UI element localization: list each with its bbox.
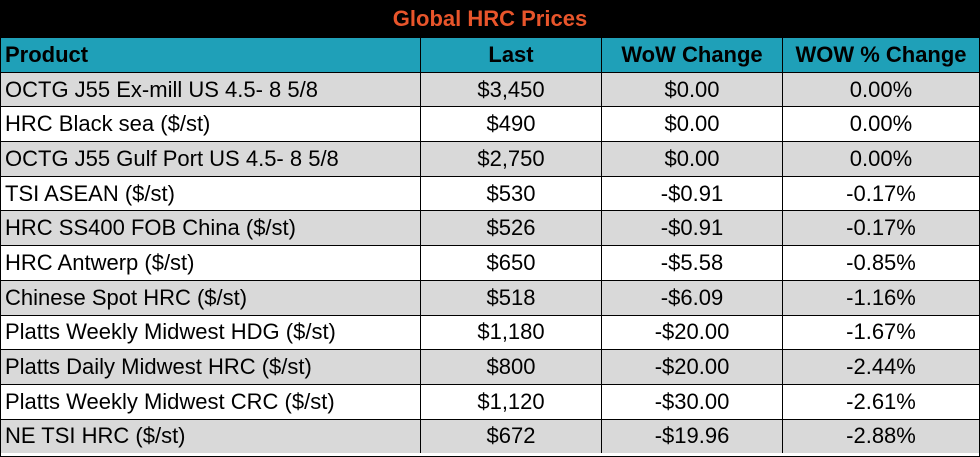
product-cell: Platts Weekly Midwest CRC ($/st) <box>1 384 421 419</box>
header-wow-pct-change: WOW % Change <box>795 41 967 67</box>
header-last: Last <box>421 38 602 72</box>
wow-change-cell: -$20.00 <box>602 315 783 350</box>
table-row: HRC SS400 FOB China ($/st) $526 -$0.91 -… <box>1 210 979 246</box>
table-row: HRC Antwerp ($/st) $650 -$5.58 -0.85% <box>1 245 979 280</box>
product-cell: TSI ASEAN ($/st) <box>1 176 421 211</box>
header-product: Product <box>1 38 421 72</box>
table-title: Global HRC Prices <box>1 1 979 37</box>
wow-change-cell: $0.00 <box>602 107 783 142</box>
wow-change-cell: -$0.91 <box>602 211 783 246</box>
product-cell: HRC SS400 FOB China ($/st) <box>1 211 421 246</box>
table-row: OCTG J55 Gulf Port US 4.5- 8 5/8 $2,750 … <box>1 141 979 176</box>
wow-pct-cell: -0.17% <box>846 215 916 241</box>
product-cell: OCTG J55 Gulf Port US 4.5- 8 5/8 <box>1 142 421 176</box>
product-cell: NE TSI HRC ($/st) <box>1 419 421 454</box>
wow-pct-cell: 0.00% <box>849 76 913 102</box>
table-row: OCTG J55 Ex-mill US 4.5- 8 5/8 $3,450 $0… <box>1 71 979 107</box>
wow-change-cell: -$0.91 <box>602 176 783 211</box>
product-cell: Platts Weekly Midwest HDG ($/st) <box>1 315 421 350</box>
product-cell: Platts Daily Midwest HRC ($/st) <box>1 350 421 384</box>
last-cell: $518 <box>421 280 602 315</box>
wow-pct-cell: -2.88% <box>846 423 916 449</box>
table-row: TSI ASEAN ($/st) $530 -$0.91 -0.17% <box>1 175 979 211</box>
product-cell: HRC Antwerp ($/st) <box>1 246 421 280</box>
last-cell: $672 <box>421 419 602 454</box>
table-row: HRC Black sea ($/st) $490 $0.00 0.00% <box>1 106 979 142</box>
wow-change-cell: $0.00 <box>602 72 783 107</box>
last-cell: $2,750 <box>421 142 602 176</box>
wow-change-cell: -$30.00 <box>602 384 783 419</box>
last-cell: $1,120 <box>421 384 602 419</box>
wow-change-cell: -$5.58 <box>602 246 783 280</box>
table-row: Chinese Spot HRC ($/st) $518 -$6.09 -1.1… <box>1 279 979 315</box>
last-cell: $800 <box>421 350 602 384</box>
table-row: Platts Weekly Midwest CRC ($/st) $1,120 … <box>1 383 979 419</box>
wow-pct-cell: -2.44% <box>846 354 916 380</box>
table-header-row: Product Last WoW Change WOW % Change <box>1 37 979 72</box>
wow-pct-cell: -1.67% <box>846 319 916 345</box>
last-cell: $490 <box>421 107 602 142</box>
wow-pct-cell: 0.00% <box>849 111 913 137</box>
header-wow-change: WoW Change <box>602 38 783 72</box>
wow-pct-cell: -0.85% <box>846 249 916 275</box>
wow-pct-cell: -1.16% <box>846 284 916 310</box>
table-row: NE TSI HRC ($/st) $672 -$19.96 -2.88% <box>1 418 979 454</box>
last-cell: $530 <box>421 176 602 211</box>
last-cell: $650 <box>421 246 602 280</box>
wow-change-cell: $0.00 <box>602 142 783 176</box>
last-cell: $526 <box>421 211 602 246</box>
table-row: Platts Weekly Midwest HDG ($/st) $1,180 … <box>1 314 979 350</box>
wow-pct-cell: -0.17% <box>846 180 916 206</box>
last-cell: $3,450 <box>421 72 602 107</box>
wow-pct-cell: 0.00% <box>849 145 913 171</box>
product-cell: Chinese Spot HRC ($/st) <box>1 280 421 315</box>
product-cell: HRC Black sea ($/st) <box>1 107 421 142</box>
product-cell: OCTG J55 Ex-mill US 4.5- 8 5/8 <box>1 72 421 107</box>
wow-pct-cell: -2.61% <box>846 388 916 414</box>
wow-change-cell: -$20.00 <box>602 350 783 384</box>
last-cell: $1,180 <box>421 315 602 350</box>
wow-change-cell: -$6.09 <box>602 280 783 315</box>
table-row: Platts Daily Midwest HRC ($/st) $800 -$2… <box>1 349 979 384</box>
wow-change-cell: -$19.96 <box>602 419 783 454</box>
